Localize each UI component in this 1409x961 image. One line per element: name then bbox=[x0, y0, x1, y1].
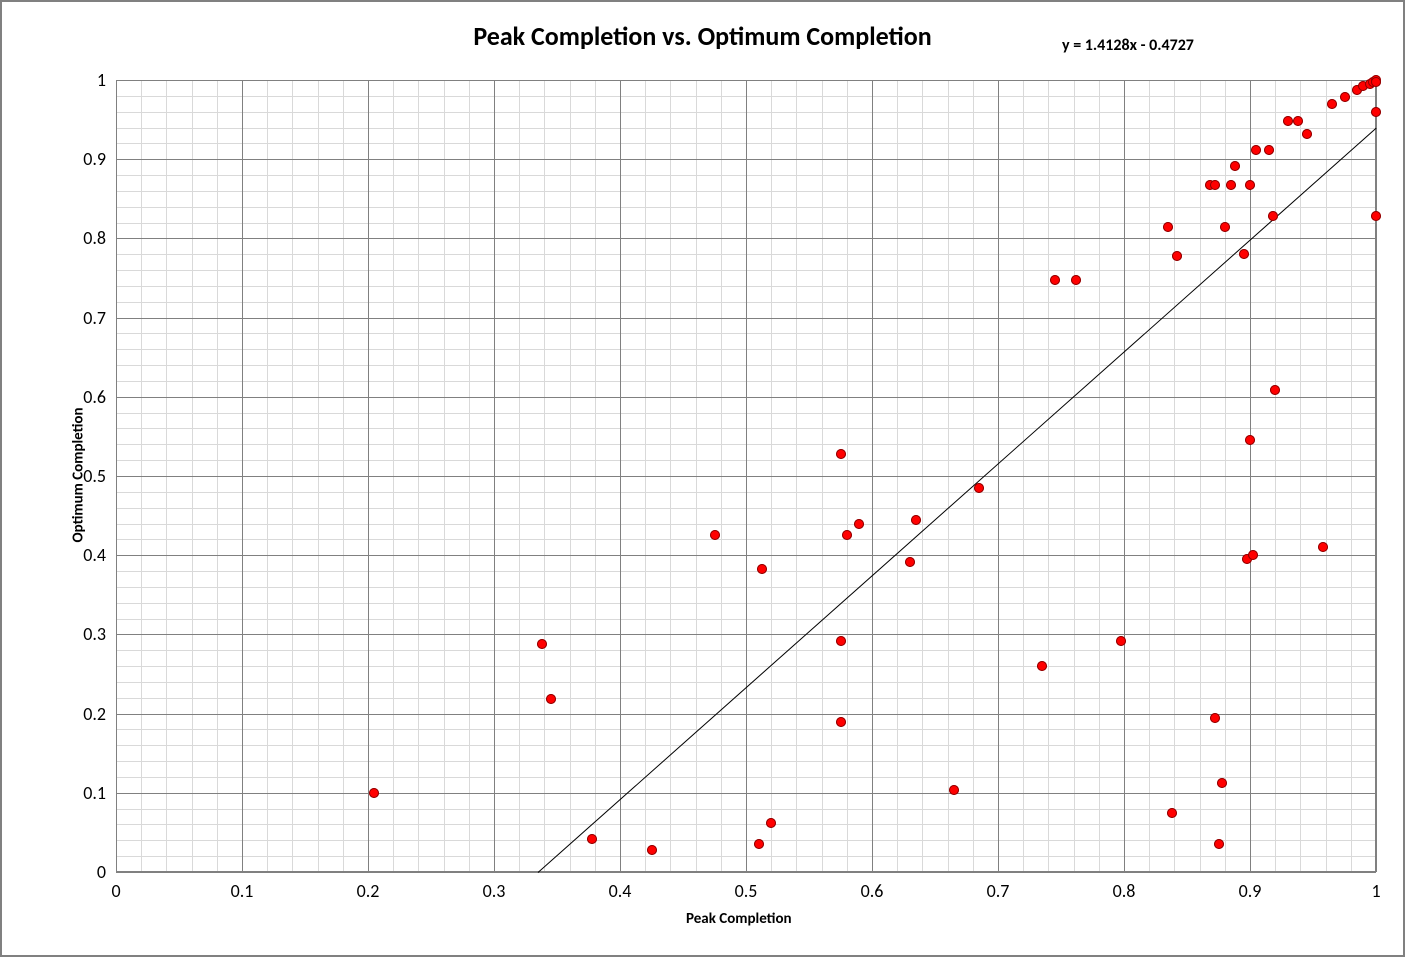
data-point bbox=[1163, 222, 1173, 232]
data-point bbox=[1270, 385, 1280, 395]
data-point bbox=[905, 557, 915, 567]
data-point bbox=[369, 788, 379, 798]
data-point bbox=[836, 717, 846, 727]
y-tick-label: 0.9 bbox=[66, 148, 106, 170]
data-point bbox=[1371, 211, 1381, 221]
data-point bbox=[1214, 839, 1224, 849]
data-point bbox=[1167, 808, 1177, 818]
data-point bbox=[842, 530, 852, 540]
x-tick-label: 0.5 bbox=[735, 880, 758, 902]
major-gridline-h bbox=[116, 872, 1376, 873]
data-point bbox=[1245, 180, 1255, 190]
data-point bbox=[1210, 180, 1220, 190]
data-point bbox=[587, 834, 597, 844]
data-point bbox=[949, 785, 959, 795]
y-tick-label: 0.8 bbox=[66, 227, 106, 249]
x-tick-label: 0.3 bbox=[483, 880, 506, 902]
data-point bbox=[1220, 222, 1230, 232]
data-point bbox=[710, 530, 720, 540]
x-tick-label: 1 bbox=[1371, 880, 1380, 902]
data-point bbox=[1071, 275, 1081, 285]
major-gridline-h bbox=[116, 793, 1376, 794]
major-gridline-v bbox=[1376, 80, 1377, 872]
major-gridline-h bbox=[116, 80, 1376, 81]
data-point bbox=[647, 845, 657, 855]
major-gridline-h bbox=[116, 238, 1376, 239]
major-gridline-h bbox=[116, 318, 1376, 319]
trendline-equation: y = 1.4128x - 0.4727 bbox=[1062, 36, 1194, 55]
data-point bbox=[1251, 145, 1261, 155]
data-point bbox=[1327, 99, 1337, 109]
data-point bbox=[1210, 713, 1220, 723]
data-point bbox=[1371, 107, 1381, 117]
chart-container: Peak Completion vs. Optimum Completion y… bbox=[0, 0, 1405, 957]
y-tick-label: 0.3 bbox=[66, 623, 106, 645]
data-point bbox=[546, 694, 556, 704]
data-point bbox=[1283, 116, 1293, 126]
data-point bbox=[754, 839, 764, 849]
data-point bbox=[1172, 251, 1182, 261]
x-tick-label: 0.8 bbox=[1113, 880, 1136, 902]
major-gridline-h bbox=[116, 397, 1376, 398]
data-point bbox=[836, 449, 846, 459]
data-point bbox=[1318, 542, 1328, 552]
x-tick-label: 0.9 bbox=[1239, 880, 1262, 902]
data-point bbox=[1217, 778, 1227, 788]
data-point bbox=[854, 519, 864, 529]
data-point bbox=[766, 818, 776, 828]
y-tick-label: 1 bbox=[66, 69, 106, 91]
data-point bbox=[836, 636, 846, 646]
major-gridline-h bbox=[116, 476, 1376, 477]
x-tick-label: 0.7 bbox=[987, 880, 1010, 902]
data-point bbox=[1037, 661, 1047, 671]
data-point bbox=[1248, 550, 1258, 560]
data-point bbox=[1116, 636, 1126, 646]
data-point bbox=[757, 564, 767, 574]
x-axis-label-text: Peak Completion bbox=[686, 910, 792, 928]
data-point bbox=[1293, 116, 1303, 126]
data-point bbox=[1226, 180, 1236, 190]
chart-title-text: Peak Completion vs. Optimum Completion bbox=[473, 20, 931, 52]
data-point bbox=[1302, 129, 1312, 139]
data-point bbox=[1239, 249, 1249, 259]
x-tick-label: 0.6 bbox=[861, 880, 884, 902]
data-point bbox=[1340, 92, 1350, 102]
y-tick-label: 0.7 bbox=[66, 307, 106, 329]
x-tick-label: 0.1 bbox=[231, 880, 254, 902]
data-point bbox=[1264, 145, 1274, 155]
data-point bbox=[537, 639, 547, 649]
plot-area bbox=[116, 80, 1376, 872]
x-tick-label: 0.4 bbox=[609, 880, 632, 902]
y-tick-label: 0.2 bbox=[66, 703, 106, 725]
x-axis-label: Peak Completion bbox=[686, 910, 792, 928]
major-gridline-h bbox=[116, 555, 1376, 556]
y-tick-label: 0.4 bbox=[66, 544, 106, 566]
data-point bbox=[1371, 77, 1381, 87]
y-tick-label: 0.1 bbox=[66, 782, 106, 804]
equation-text: y = 1.4128x - 0.4727 bbox=[1062, 36, 1194, 55]
data-point bbox=[1268, 211, 1278, 221]
y-tick-label: 0.6 bbox=[66, 386, 106, 408]
data-point bbox=[1050, 275, 1060, 285]
x-tick-label: 0 bbox=[111, 880, 120, 902]
data-point bbox=[974, 483, 984, 493]
major-gridline-h bbox=[116, 714, 1376, 715]
data-point bbox=[911, 515, 921, 525]
major-gridline-h bbox=[116, 634, 1376, 635]
data-point bbox=[1245, 435, 1255, 445]
y-tick-label: 0 bbox=[66, 861, 106, 883]
y-tick-label: 0.5 bbox=[66, 465, 106, 487]
x-tick-label: 0.2 bbox=[357, 880, 380, 902]
major-gridline-h bbox=[116, 159, 1376, 160]
data-point bbox=[1230, 161, 1240, 171]
